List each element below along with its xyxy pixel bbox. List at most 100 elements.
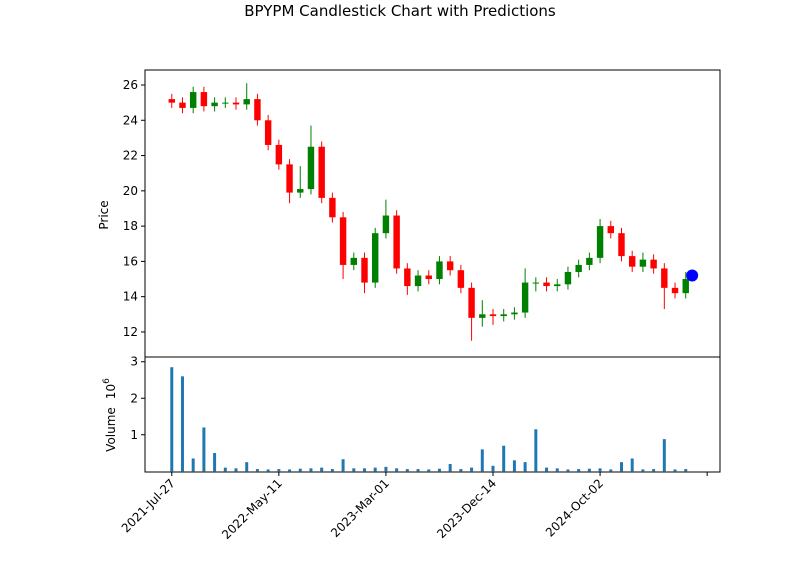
volume-bar [534,429,538,472]
volume-bar [170,367,174,472]
candle-body [307,146,315,190]
volume-bar [641,469,645,472]
volume-label: Volume [104,407,118,452]
volume-bar [662,439,666,472]
candle-body [414,275,422,287]
candle-body [232,102,240,105]
volume-bar [491,465,495,472]
volume-bar [577,469,581,472]
volume-bar [598,468,602,472]
volume-bar [609,469,613,472]
candle-body [532,282,540,284]
x-tick-label: 2021-Jul-27 [119,476,178,535]
candle-body [179,102,186,108]
volume-bar [427,469,431,472]
volume-scale-base: 10 [104,384,118,399]
volume-axis-label: Volume 106 [102,378,118,452]
candle-body [350,257,358,265]
volume-bar [566,469,570,472]
volume-bar [288,469,292,472]
candle-body [446,261,454,271]
volume-bar [384,466,388,472]
x-tick-label: 2022-May-11 [219,476,285,542]
candle-body [457,270,465,288]
candle-body [339,217,347,265]
volume-frame [144,356,721,473]
volume-bar [630,458,634,472]
volume-y-tick-label: 3 [130,355,138,369]
volume-bar [502,445,506,472]
candle-body [222,102,229,104]
volume-bar [619,462,623,472]
volume-bar [448,463,452,472]
candle-body [607,226,614,234]
volume-bar [673,469,677,472]
volume-bar [352,468,356,472]
volume-bar [234,468,238,472]
x-tick-label: 2024-Oct-02 [543,476,606,539]
volume-y-tick-label: 2 [130,391,138,405]
x-tick-label: 2023-Dec-14 [434,476,499,541]
candle-body [618,233,625,257]
volume-bar [480,449,484,472]
candle-body [275,144,283,165]
volume-bar [652,469,656,472]
candle-body [211,102,218,107]
candle-body [168,99,175,103]
candle-body [682,279,689,294]
candle-body [436,261,443,280]
volume-bar [213,453,217,472]
candle-body [468,287,475,318]
volume-bar [266,469,270,472]
y-tick-label: 16 [123,254,138,268]
volume-bar [363,468,367,472]
volume-bar [373,467,377,472]
candle-body [200,92,208,107]
candle-body [361,257,368,283]
candle-body [500,314,507,317]
candle-body [511,312,518,315]
volume-y-tick-label: 1 [130,428,138,442]
candle-body [382,215,390,234]
chart-title: BPYPM Candlestick Chart with Predictions [244,2,556,20]
y-tick-label: 22 [123,149,138,163]
volume-bar [277,469,281,472]
volume-bar [545,467,549,472]
volume-bar [320,467,324,472]
candle-body [596,226,604,258]
y-tick-label: 20 [123,184,138,198]
volume-bar [395,468,399,472]
y-tick-label: 14 [123,290,138,304]
volume-bar [555,468,559,472]
volume-bar [202,427,206,472]
volume-bar [437,468,441,472]
volume-bar [459,469,463,472]
candle-body [254,99,261,121]
y-axis-label: Price [97,200,111,229]
y-tick-label: 12 [123,325,138,339]
candle-body [586,257,593,265]
volume-bar [523,462,527,472]
volume-bar [245,462,249,472]
candle-body [564,271,572,285]
candle-body [264,120,272,145]
candle-body [671,287,679,294]
price-frame [144,69,721,358]
candle-body [372,233,379,283]
volume-bar [180,376,184,472]
candle-body [425,275,432,280]
volume-bar [416,469,420,472]
prediction-point [686,269,699,282]
y-tick-label: 24 [123,113,138,127]
volume-bar [298,468,302,472]
candle-body [521,282,529,313]
candle-body [575,264,582,272]
y-tick-label: 26 [123,78,138,92]
y-tick-label: 18 [123,219,138,233]
candle-body [489,314,497,317]
candle-body [543,282,550,287]
volume-bar [470,467,474,472]
candle-body [243,99,250,105]
volume-bar [223,467,227,472]
candle-body [628,256,636,267]
